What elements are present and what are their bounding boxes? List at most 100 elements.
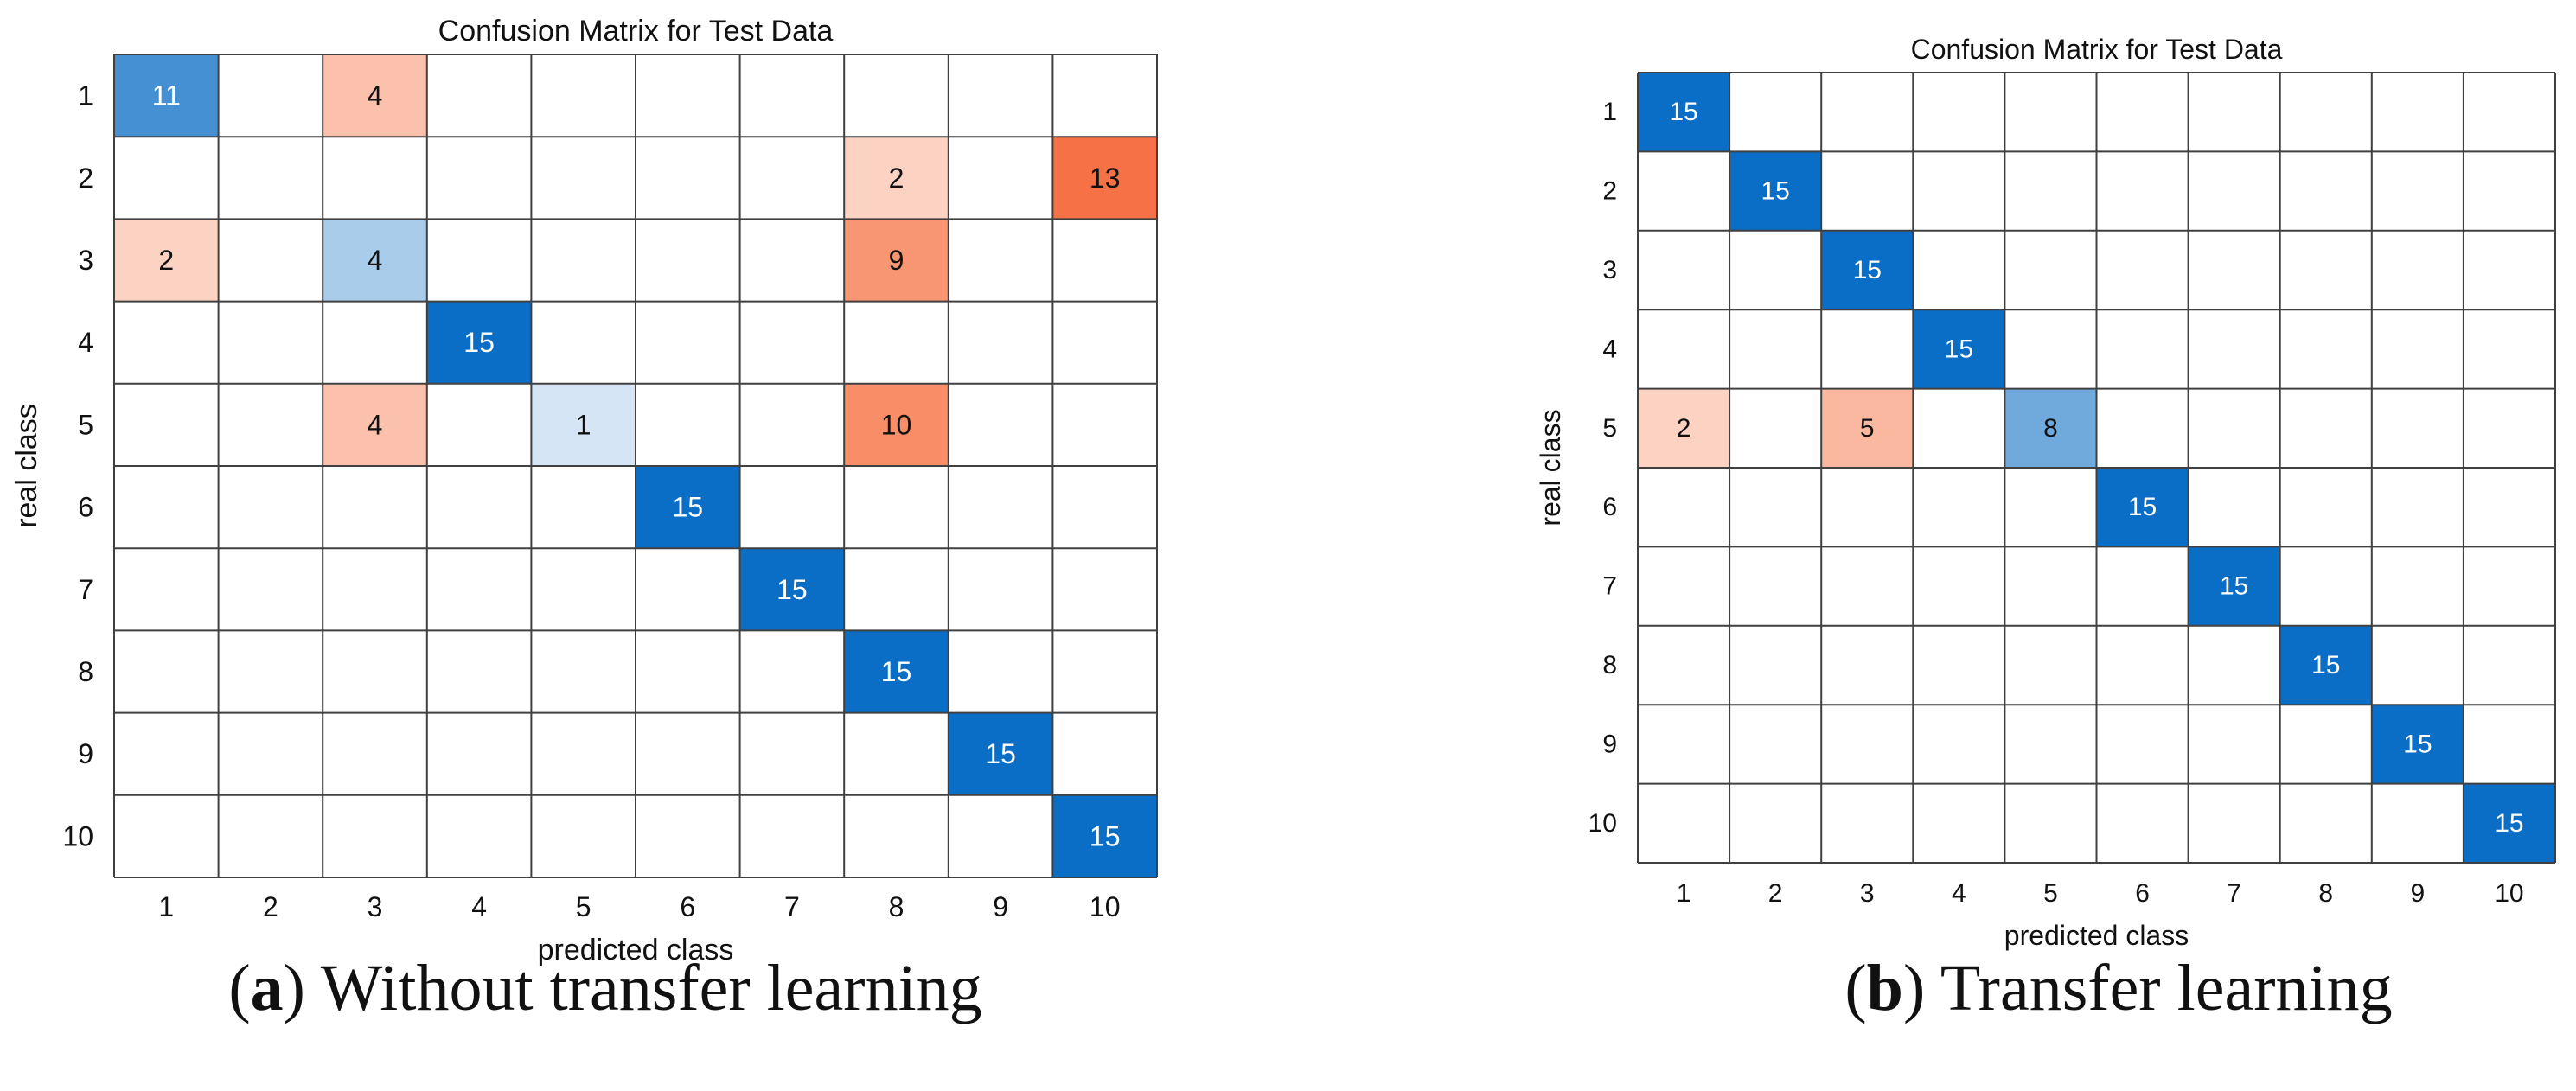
cell-value-label: 15 — [2495, 809, 2523, 838]
x-tick-label: 9 — [993, 891, 1008, 922]
x-tick-label: 3 — [1860, 879, 1875, 908]
matrix-cell — [1821, 230, 1914, 310]
cell-value-label: 15 — [2220, 572, 2248, 601]
y-tick-label: 7 — [78, 574, 93, 605]
x-tick-label: 6 — [680, 891, 695, 922]
x-tick-label: 2 — [263, 891, 278, 922]
y-tick-label: 6 — [1602, 493, 1617, 521]
matrix-cell — [739, 548, 845, 631]
cell-value-label: 13 — [1090, 163, 1121, 194]
matrix-cell — [2004, 388, 2097, 468]
x-tick-label: 8 — [2318, 879, 2333, 908]
matrix-cell — [323, 219, 427, 302]
cell-value-label: 15 — [2128, 493, 2157, 521]
y-tick-label: 1 — [78, 80, 93, 112]
panel-caption: (a) Without transfer learning — [228, 952, 982, 1024]
cell-value-label: 8 — [2043, 414, 2058, 443]
confusion-matrix-2: 15 15 15 15 2 5 8 15 15 15 15 15 1 1 2 2 3 3 4 4 5 5 6 6 7 7 8 8 9 9 1… — [1535, 34, 2556, 951]
matrix-cell — [1821, 388, 1914, 468]
cell-value-label: 15 — [2311, 651, 2340, 679]
matrix-cell — [323, 54, 427, 137]
caption-text: Without transfer learning — [320, 952, 982, 1024]
matrix-cell — [844, 383, 949, 466]
y-tick-label: 9 — [1602, 730, 1617, 758]
cell-value-label: 15 — [463, 327, 495, 358]
panel-caption: (b) Transfer learning — [1844, 952, 2393, 1024]
chart-title: Confusion Matrix for Test Data — [438, 15, 834, 48]
x-tick-label: 2 — [1768, 879, 1783, 908]
matrix-cell — [1052, 794, 1157, 877]
cell-value-label: 15 — [881, 656, 912, 687]
matrix-cell — [1052, 137, 1157, 220]
x-tick-label: 5 — [576, 891, 591, 922]
cell-value-label: 9 — [889, 245, 904, 276]
y-tick-label: 2 — [1602, 177, 1617, 206]
chart-title: Confusion Matrix for Test Data — [1911, 34, 2283, 65]
y-tick-label: 4 — [1602, 335, 1617, 363]
cell-value-label: 2 — [889, 163, 904, 194]
matrix-cell — [636, 466, 740, 549]
matrix-cell — [844, 219, 949, 302]
matrix-cell — [426, 301, 532, 384]
cell-value-label: 15 — [1853, 256, 1882, 284]
x-tick-label: 4 — [471, 891, 487, 922]
y-tick-label: 5 — [78, 409, 93, 440]
matrix-cell — [844, 630, 949, 713]
cell-value-label: 15 — [777, 574, 808, 605]
y-tick-label: 7 — [1602, 572, 1617, 601]
x-tick-label: 9 — [2411, 879, 2426, 908]
y-tick-label: 3 — [78, 245, 93, 276]
x-tick-label: 1 — [1677, 879, 1691, 908]
x-tick-label: 6 — [2135, 879, 2150, 908]
cell-value-label: 15 — [1090, 820, 1121, 852]
x-axis-label: predicted class — [2004, 920, 2189, 951]
y-tick-label: 5 — [1602, 414, 1617, 443]
y-tick-label: 2 — [78, 163, 93, 194]
matrix-cell — [2096, 468, 2189, 547]
matrix-cell — [1913, 309, 2005, 389]
x-tick-label: 5 — [2043, 879, 2058, 908]
cell-value-label: 10 — [881, 409, 912, 440]
matrix-cell — [844, 137, 949, 220]
cell-value-label: 15 — [1945, 335, 1973, 363]
matrix-cell — [948, 712, 1053, 795]
matrix-cell — [323, 383, 427, 466]
y-tick-label: 9 — [78, 738, 93, 769]
x-tick-label: 7 — [784, 891, 800, 922]
y-axis-label: real class — [1535, 409, 1566, 526]
y-tick-label: 3 — [1602, 256, 1617, 284]
cell-value-label: 15 — [2403, 730, 2432, 758]
cell-value-label: 11 — [152, 80, 181, 112]
x-tick-label: 7 — [2227, 879, 2241, 908]
caption-label: b — [1866, 952, 1903, 1024]
x-tick-label: 8 — [889, 891, 904, 922]
matrix-cell — [2371, 705, 2464, 784]
y-tick-label: 10 — [1588, 809, 1617, 838]
matrix-cell — [2279, 625, 2372, 705]
y-tick-label: 6 — [78, 492, 93, 523]
x-tick-label: 4 — [1952, 879, 1966, 908]
x-axis-label: predicted class — [538, 934, 734, 967]
caption-text: Transfer learning — [1940, 952, 2393, 1024]
cell-value-label: 5 — [1860, 414, 1875, 443]
y-tick-label: 4 — [78, 327, 93, 358]
y-axis-label: real class — [10, 404, 43, 528]
x-tick-label: 1 — [158, 891, 174, 922]
cell-value-label: 4 — [368, 409, 383, 440]
caption-label: a — [250, 952, 284, 1024]
cell-value-label: 15 — [985, 738, 1016, 769]
x-tick-label: 10 — [1090, 891, 1121, 922]
cell-value-label: 15 — [673, 492, 704, 523]
matrix-cell — [114, 219, 219, 302]
cell-value-label: 2 — [158, 245, 174, 276]
matrix-cell — [1638, 388, 1730, 468]
matrix-cell — [1638, 73, 1730, 152]
cell-value-label: 1 — [576, 409, 591, 440]
matrix-cell — [531, 383, 636, 466]
y-tick-label: 10 — [62, 820, 93, 852]
y-tick-label: 8 — [78, 656, 93, 687]
x-tick-label: 10 — [2495, 879, 2523, 908]
cell-value-label: 4 — [368, 245, 383, 276]
